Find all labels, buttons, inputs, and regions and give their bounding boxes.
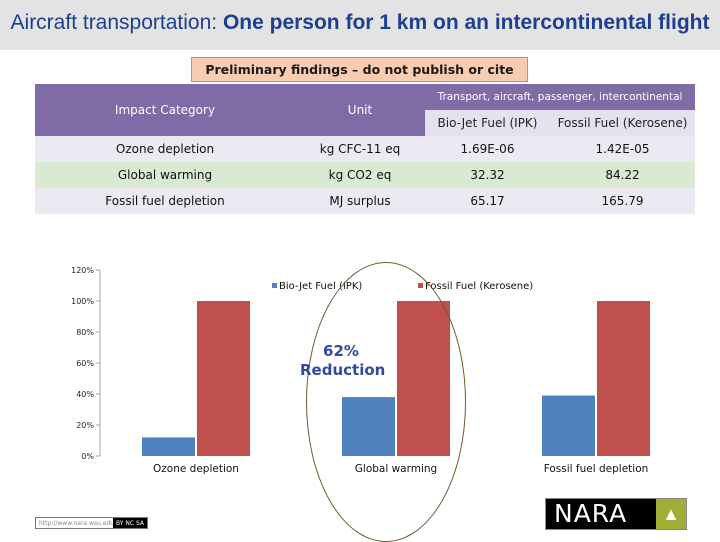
y-tick-label: 80% <box>76 328 94 337</box>
nara-logo-text: NARA <box>546 499 656 529</box>
y-tick-label: 60% <box>76 359 94 368</box>
y-tick-label: 40% <box>76 390 94 399</box>
table-header-row: Impact Category Unit Transport, aircraft… <box>35 84 695 136</box>
y-tick-label: 100% <box>71 297 94 306</box>
nara-logo: NARA ▲ <box>545 498 687 530</box>
table-subheader-row: Bio-Jet Fuel (IPK) Fossil Fuel (Kerosene… <box>35 110 695 136</box>
y-tick-label: 0% <box>81 452 94 461</box>
bar-fossil-fuel <box>597 301 650 456</box>
page-title: Aircraft transportation: One person for … <box>10 11 710 34</box>
cc-license-badge[interactable]: http://www.nara.wsu.edu BY NC SA <box>35 517 148 529</box>
legend-swatch <box>272 283 277 288</box>
license-link[interactable]: http://www.nara.wsu.edu <box>36 519 114 527</box>
row-bio-value: 32.32 <box>425 162 550 188</box>
reduction-percent: 62% <box>323 342 359 360</box>
row-fossil-value: 165.79 <box>550 188 695 214</box>
header-transport-group: Transport, aircraft, passenger, intercon… <box>425 84 695 110</box>
tree-icon: ▲ <box>656 499 686 529</box>
row-category: Global warming <box>35 162 295 188</box>
row-unit: MJ surplus <box>295 188 425 214</box>
bar-bio-jet <box>542 395 595 456</box>
y-tick-label: 120% <box>71 266 94 275</box>
x-category-label: Fossil fuel depletion <box>544 463 649 475</box>
cc-by-nc-sa-icon: BY NC SA <box>113 518 147 528</box>
bar-fossil-fuel <box>197 301 250 456</box>
row-fossil-value: 84.22 <box>550 162 695 188</box>
bar-bio-jet <box>142 437 195 456</box>
x-category-label: Ozone depletion <box>153 463 239 475</box>
row-bio-value: 65.17 <box>425 188 550 214</box>
title-band <box>0 0 720 50</box>
table-row: Ozone depletion kg CFC-11 eq 1.69E-06 1.… <box>35 136 695 162</box>
row-category: Ozone depletion <box>35 136 295 162</box>
row-bio-value: 1.69E-06 <box>425 136 550 162</box>
row-category: Fossil fuel depletion <box>35 188 295 214</box>
reduction-annotation: 62% Reduction <box>300 342 386 380</box>
row-unit: kg CO2 eq <box>295 162 425 188</box>
highlight-ellipse <box>306 262 466 542</box>
header-impact-category: Impact Category <box>35 84 295 136</box>
header-fossil-fuel: Fossil Fuel (Kerosene) <box>550 110 695 136</box>
legend-label: Fossil Fuel (Kerosene) <box>425 281 533 292</box>
row-unit: kg CFC-11 eq <box>295 136 425 162</box>
reduction-label: Reduction <box>300 361 386 379</box>
header-bio-jet: Bio-Jet Fuel (IPK) <box>425 110 550 136</box>
impact-table: Impact Category Unit Transport, aircraft… <box>35 84 695 214</box>
preliminary-banner: Preliminary findings – do not publish or… <box>191 57 528 82</box>
y-tick-label: 20% <box>76 421 94 430</box>
header-unit: Unit <box>295 84 425 136</box>
table-row: Fossil fuel depletion MJ surplus 65.17 1… <box>35 188 695 214</box>
row-fossil-value: 1.42E-05 <box>550 136 695 162</box>
legend-label: Bio-Jet Fuel (IPK) <box>279 281 362 292</box>
table-row: Global warming kg CO2 eq 32.32 84.22 <box>35 162 695 188</box>
